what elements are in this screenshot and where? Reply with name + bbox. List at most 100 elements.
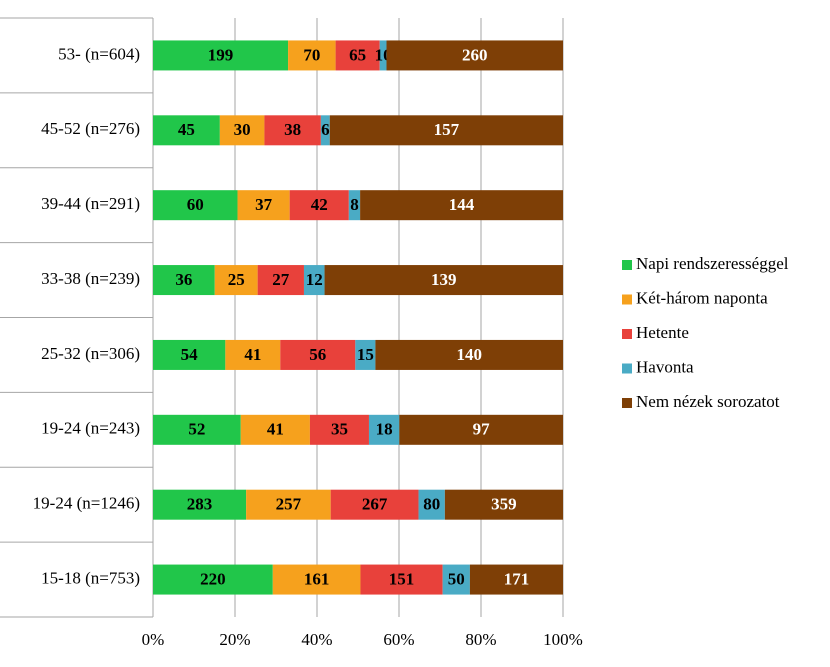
bar-segment xyxy=(153,564,273,595)
bar-segment xyxy=(335,40,380,71)
bar-segment xyxy=(240,414,310,445)
data-label: 80 xyxy=(423,495,440,514)
data-label: 139 xyxy=(431,270,457,289)
x-tick-label: 80% xyxy=(465,630,496,649)
data-label: 151 xyxy=(389,569,415,588)
data-label: 30 xyxy=(234,120,251,139)
y-tick-label: 45-52 (n=276) xyxy=(41,119,140,138)
x-tick-label: 100% xyxy=(543,630,583,649)
bar-segment xyxy=(330,489,419,520)
legend-swatch xyxy=(622,329,632,339)
bar-segment xyxy=(324,265,563,296)
data-label: 42 xyxy=(311,195,328,214)
data-label: 171 xyxy=(504,569,530,588)
bar-segment xyxy=(360,564,443,595)
bar-segment xyxy=(246,489,331,520)
bar-segment xyxy=(225,339,281,370)
bar-segment xyxy=(214,265,258,296)
legend-label: Napi rendszerességgel xyxy=(636,254,789,273)
x-tick-label: 40% xyxy=(301,630,332,649)
bar-segment xyxy=(320,115,330,146)
legend-label: Hetente xyxy=(636,323,689,342)
bar-segment xyxy=(444,489,563,520)
data-label: 45 xyxy=(178,120,195,139)
legend-label: Két-három naponta xyxy=(636,288,768,307)
legend-swatch xyxy=(622,260,632,270)
data-label: 257 xyxy=(276,495,302,514)
data-label: 267 xyxy=(362,495,388,514)
data-label: 283 xyxy=(187,495,213,514)
y-tick-label: 15-18 (n=753) xyxy=(41,568,140,587)
data-label: 220 xyxy=(200,569,226,588)
data-label: 12 xyxy=(306,270,323,289)
bar-segment xyxy=(289,190,349,221)
data-label: 15 xyxy=(357,345,374,364)
data-label: 65 xyxy=(349,45,366,64)
bar-segment xyxy=(153,489,247,520)
bar-segment xyxy=(153,190,238,221)
bar-segment xyxy=(219,115,265,146)
bar-segment xyxy=(399,414,563,445)
bar-segment xyxy=(360,190,563,221)
data-label: 8 xyxy=(350,195,359,214)
bar-segment xyxy=(368,414,400,445)
bar-segment xyxy=(418,489,445,520)
bar-segment xyxy=(264,115,321,146)
x-tick-label: 20% xyxy=(219,630,250,649)
data-label: 260 xyxy=(462,45,488,64)
bar-segment xyxy=(348,190,361,221)
legend-swatch xyxy=(622,363,632,374)
data-label: 52 xyxy=(188,420,205,439)
bar-segment xyxy=(386,40,563,71)
bar-segment xyxy=(379,40,387,71)
data-label: 60 xyxy=(187,195,204,214)
bar-segment xyxy=(153,339,226,370)
data-label: 199 xyxy=(208,45,234,64)
x-tick-label: 0% xyxy=(142,630,165,649)
x-tick-label: 60% xyxy=(383,630,414,649)
data-label: 35 xyxy=(331,420,348,439)
bar-segment xyxy=(272,564,361,595)
data-label: 56 xyxy=(309,345,326,364)
data-label: 97 xyxy=(473,420,491,439)
data-label: 36 xyxy=(175,270,192,289)
data-label: 6 xyxy=(321,120,330,139)
bar-segment xyxy=(280,339,356,370)
legend-swatch xyxy=(622,398,632,408)
bar-segment xyxy=(442,564,470,595)
data-label: 27 xyxy=(272,270,290,289)
data-label: 70 xyxy=(303,45,320,64)
data-label: 41 xyxy=(267,420,284,439)
y-tick-label: 53- (n=604) xyxy=(58,44,140,63)
data-label: 359 xyxy=(491,495,517,514)
bar-segment xyxy=(153,115,220,146)
y-tick-label: 19-24 (n=243) xyxy=(41,419,140,438)
y-tick-label: 39-44 (n=291) xyxy=(41,194,140,213)
bar-segment xyxy=(257,265,304,296)
data-label: 38 xyxy=(284,120,301,139)
bar-segment xyxy=(469,564,563,595)
data-label: 157 xyxy=(434,120,460,139)
data-label: 37 xyxy=(255,195,273,214)
legend-label: Nem nézek sorozatot xyxy=(636,392,780,411)
data-label: 140 xyxy=(456,345,482,364)
bar-segment xyxy=(153,265,215,296)
bar-segment xyxy=(355,339,376,370)
bar-segment xyxy=(153,414,241,445)
bar-segment xyxy=(303,265,325,296)
data-label: 25 xyxy=(228,270,245,289)
data-label: 144 xyxy=(449,195,475,214)
data-label: 161 xyxy=(304,569,330,588)
y-tick-label: 25-32 (n=306) xyxy=(41,344,140,363)
legend-label: Havonta xyxy=(636,357,694,376)
bar-segment xyxy=(375,339,563,370)
bar-segment xyxy=(309,414,369,445)
data-label: 54 xyxy=(181,345,199,364)
y-tick-label: 19-24 (n=1246) xyxy=(33,494,140,513)
bar-segment xyxy=(288,40,336,71)
bar-segment xyxy=(153,40,289,71)
y-tick-label: 33-38 (n=239) xyxy=(41,269,140,288)
data-label: 41 xyxy=(244,345,261,364)
bar-segment xyxy=(329,115,563,146)
